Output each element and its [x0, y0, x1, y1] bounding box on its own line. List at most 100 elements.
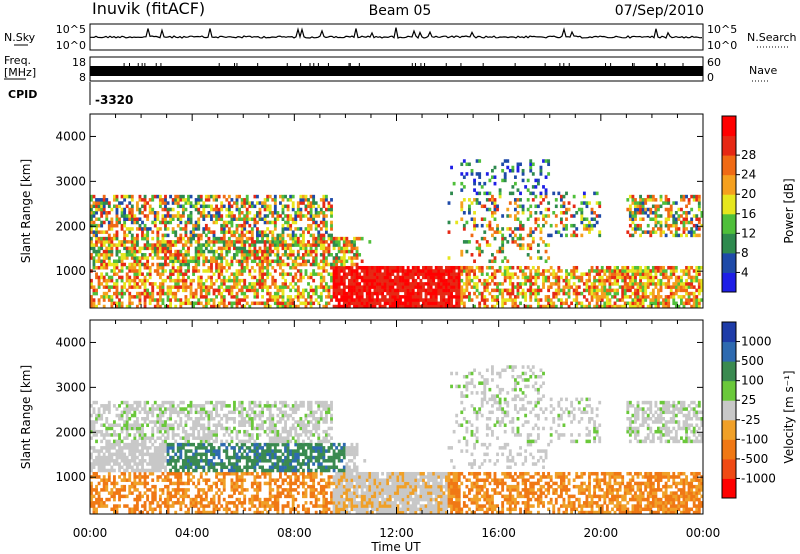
power-cell	[319, 233, 323, 238]
power-cell	[434, 269, 438, 273]
power-cell	[207, 288, 211, 293]
power-cell	[337, 240, 341, 244]
power-cell	[141, 272, 144, 276]
power-cell	[273, 291, 277, 296]
power-cell	[141, 198, 144, 202]
power-cell	[304, 198, 308, 202]
power-cell	[289, 217, 293, 221]
power-cell	[299, 295, 303, 299]
power-cell	[419, 288, 423, 293]
power-cell	[531, 291, 535, 296]
power-cell	[158, 240, 162, 244]
power-cell	[697, 304, 701, 309]
power-cell	[600, 265, 604, 270]
velocity-cell	[166, 452, 170, 457]
power-cell	[401, 265, 405, 270]
power-cell	[256, 301, 259, 306]
power-cell	[112, 301, 116, 306]
power-cell	[414, 285, 418, 289]
velocity-cell	[143, 446, 147, 450]
power-cell	[273, 282, 277, 286]
power-cell	[590, 291, 594, 296]
power-cell	[358, 265, 362, 270]
velocity-cell	[100, 465, 104, 470]
power-cell	[488, 282, 492, 286]
power-cell	[391, 288, 395, 293]
power-cell	[125, 304, 129, 309]
power-cell	[276, 256, 280, 260]
power-cell	[105, 214, 109, 218]
power-cell	[531, 191, 535, 196]
power-cell	[253, 214, 257, 218]
power-cell	[217, 269, 221, 273]
power-cell	[176, 288, 180, 293]
power-cell	[90, 230, 93, 234]
velocity-cell	[107, 462, 111, 466]
power-cell	[100, 272, 104, 276]
velocity-cell	[92, 507, 96, 512]
power-cell	[230, 285, 234, 289]
power-cell	[115, 288, 119, 293]
power-cell	[690, 217, 694, 221]
velocity-cell	[171, 410, 175, 415]
power-cell	[164, 220, 167, 225]
power-cell	[455, 275, 459, 280]
velocity-cell	[153, 452, 157, 457]
power-cell	[682, 220, 686, 225]
power-cell	[102, 295, 106, 299]
power-cell	[161, 291, 165, 296]
velocity-cell	[138, 400, 142, 405]
power-cell	[368, 301, 372, 306]
power-cell	[416, 272, 420, 276]
power-cell	[319, 220, 323, 225]
power-cell	[258, 240, 262, 244]
power-cell	[468, 298, 471, 302]
power-cell	[324, 262, 328, 267]
power-cell	[281, 211, 285, 215]
power-cell	[135, 240, 139, 244]
power-cell	[513, 304, 517, 309]
power-cell	[176, 275, 180, 280]
power-cell	[164, 204, 167, 209]
power-cell	[215, 204, 218, 209]
velocity-cell	[138, 491, 142, 495]
power-cell	[261, 272, 264, 276]
power-cell	[261, 262, 264, 267]
power-cell	[302, 230, 305, 234]
power-cell	[110, 207, 114, 212]
power-cell	[353, 298, 356, 302]
velocity-cell	[115, 459, 119, 463]
power-cell	[202, 304, 206, 309]
power-cell	[572, 223, 576, 228]
power-cell	[174, 291, 178, 296]
power-cell	[478, 246, 482, 251]
nave-spike	[559, 63, 561, 66]
power-cell	[468, 240, 471, 244]
power-cell	[133, 243, 137, 247]
power-cell	[685, 288, 688, 293]
power-cell	[383, 285, 387, 289]
power-cell	[199, 243, 203, 247]
power-cell	[332, 272, 336, 276]
power-cell	[199, 214, 203, 218]
power-cell	[317, 272, 321, 276]
power-cell	[439, 295, 443, 299]
power-cell	[628, 269, 632, 273]
velocity-cell	[107, 459, 111, 463]
power-cell	[238, 272, 241, 276]
velocity-cell	[161, 449, 165, 453]
power-cell	[485, 282, 489, 286]
power-cell	[536, 178, 540, 183]
power-cell	[319, 272, 323, 276]
velocity-cell	[171, 504, 175, 508]
velocity-cell	[184, 459, 188, 463]
power-cell	[634, 265, 637, 270]
power-cell	[192, 230, 196, 234]
power-cell	[347, 265, 351, 270]
power-cell	[457, 295, 461, 299]
power-cell	[164, 207, 167, 212]
power-cell	[281, 243, 285, 247]
velocity-cell	[176, 484, 180, 489]
power-cell	[304, 214, 308, 218]
power-cell	[634, 198, 637, 202]
